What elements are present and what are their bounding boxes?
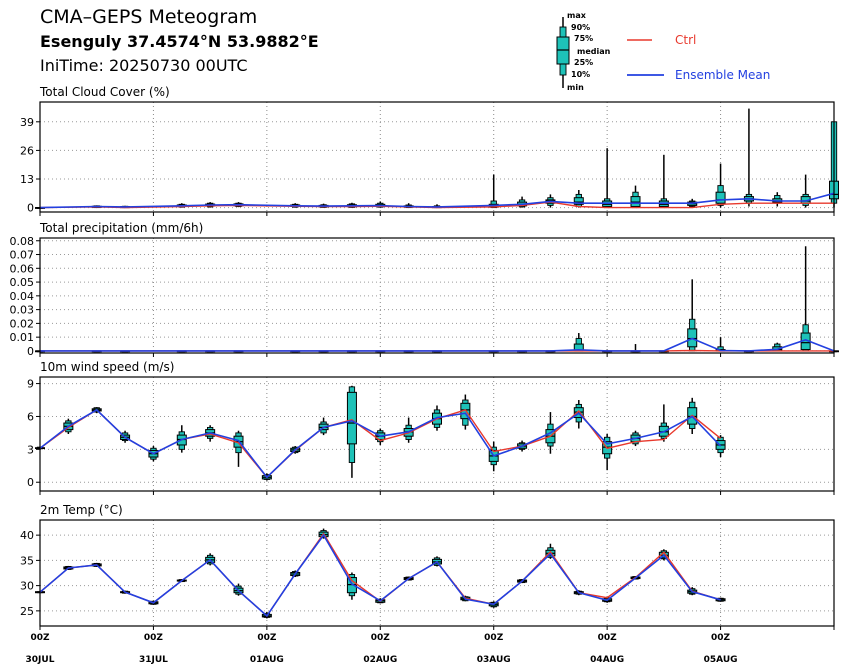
- y-tick-label: 0.04: [10, 290, 35, 303]
- x-tick-date: 31JUL: [139, 655, 168, 665]
- y-tick-label: 40: [20, 529, 34, 542]
- panel-frame: [39, 101, 835, 213]
- ctrl-line: [39, 532, 721, 617]
- x-tick-time: 00Z: [711, 633, 731, 643]
- legend-box-label: min: [567, 83, 584, 92]
- panel-frame: [39, 376, 835, 492]
- y-tick-label: 0.06: [10, 262, 35, 275]
- x-axis-labels: 00Z 30JUL 00Z 31JUL 00Z 01AUG 00Z 02AUG 00Z 03AUG…: [26, 633, 738, 665]
- legend-box-label: 25%: [574, 58, 593, 67]
- box-25-75: [573, 197, 584, 205]
- y-tick-label: 9: [27, 378, 34, 391]
- panel-title: Total precipitation (mm/6h): [39, 221, 203, 235]
- ensemble-mean-line: [39, 408, 722, 479]
- y-tick-label: 30: [20, 580, 34, 593]
- ensemble-mean-line: [39, 192, 835, 209]
- x-tick-date: 01AUG: [250, 655, 284, 665]
- x-tick-date: 03AUG: [477, 655, 511, 665]
- y-tick-label: 25: [20, 605, 34, 618]
- legend-box-label: 90%: [571, 23, 590, 32]
- y-tick-label: 0: [27, 476, 34, 489]
- station-location: Esenguly 37.4574°N 53.9882°E: [40, 32, 319, 51]
- ensemble-mean-line: [40, 337, 835, 352]
- y-tick-label: 0.01: [10, 331, 35, 344]
- box-25-75: [346, 391, 357, 445]
- panel-title: 2m Temp (°C): [40, 503, 123, 517]
- x-tick-time: 00Z: [484, 633, 504, 643]
- x-tick-date: 05AUG: [704, 655, 738, 665]
- panel-frame: [39, 237, 835, 354]
- x-tick-date: 02AUG: [363, 655, 397, 665]
- legend-box-label: median: [577, 47, 611, 56]
- ensemble-mean-line: [39, 533, 721, 618]
- chart-panel-3: 10m wind speed (m/s) 0 3 6 9: [27, 360, 835, 495]
- y-tick-label: 0: [27, 202, 34, 215]
- y-tick-label: 13: [20, 173, 34, 186]
- x-tick-date: 04AUG: [590, 655, 624, 665]
- x-tick-time: 00Z: [598, 633, 618, 643]
- x-tick-time: 00Z: [371, 633, 391, 643]
- y-tick-label: 0.03: [10, 304, 35, 317]
- y-tick-label: 3: [27, 443, 34, 456]
- x-tick-time: 00Z: [257, 633, 277, 643]
- legend-box-label: 75%: [574, 34, 593, 43]
- legend: max 90% 75% median 25% 10% min Ctrl Ensemble Mea…: [556, 11, 770, 92]
- x-tick-time: 00Z: [30, 633, 50, 643]
- x-tick-date: 30JUL: [26, 655, 55, 665]
- chart-panel-4: 2m Temp (°C) 25 30 35 40: [20, 503, 835, 630]
- y-tick-label: 0: [27, 345, 34, 358]
- y-tick-label: 26: [20, 144, 34, 157]
- panel-frame: [39, 519, 835, 627]
- panel-title: Total Cloud Cover (%): [39, 85, 170, 99]
- box-25-75: [715, 191, 726, 204]
- x-tick-time: 00Z: [144, 633, 164, 643]
- chart-panel-2: Total precipitation (mm/6h) 00.010.020.03…: [10, 221, 839, 358]
- y-tick-label: 39: [20, 116, 34, 129]
- legend-box-label: 10%: [571, 70, 590, 79]
- init-time: IniTime: 20250730 00UTC: [40, 56, 248, 75]
- legend-mean-label: Ensemble Mean: [675, 68, 770, 82]
- chart-panel-1: Total Cloud Cover (%) 0 13 26 39: [20, 85, 839, 216]
- legend-ctrl-label: Ctrl: [675, 33, 696, 47]
- legend-box-label: max: [567, 11, 587, 20]
- y-tick-label: 0.07: [10, 249, 35, 262]
- y-tick-label: 6: [27, 410, 34, 423]
- y-tick-label: 0.08: [10, 235, 35, 248]
- y-tick-label: 35: [20, 554, 34, 567]
- panel-title: 10m wind speed (m/s): [40, 360, 174, 374]
- page-title: CMA–GEPS Meteogram: [40, 6, 258, 28]
- y-tick-label: 0.02: [10, 317, 35, 330]
- y-tick-label: 0.05: [10, 276, 35, 289]
